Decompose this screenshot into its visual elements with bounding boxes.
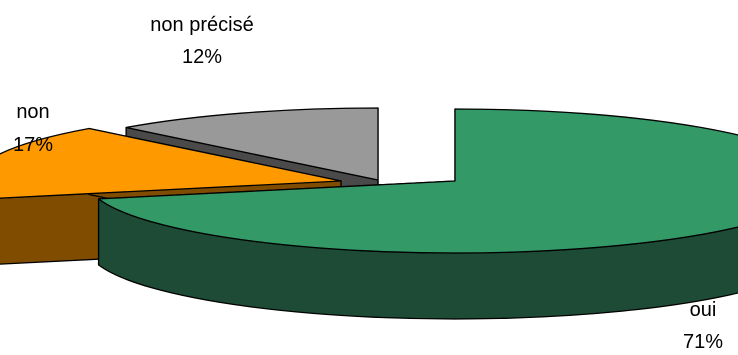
slice-pct-non: 17% bbox=[13, 134, 53, 156]
slice-label-non-precise: non précisé bbox=[150, 14, 253, 36]
pie-slices bbox=[0, 108, 738, 319]
slice-pct-oui: 71% bbox=[683, 331, 723, 353]
slice-label-non: non bbox=[16, 101, 49, 123]
slice-pct-non-precise: 12% bbox=[182, 46, 222, 68]
slice-label-oui: oui bbox=[690, 299, 717, 321]
